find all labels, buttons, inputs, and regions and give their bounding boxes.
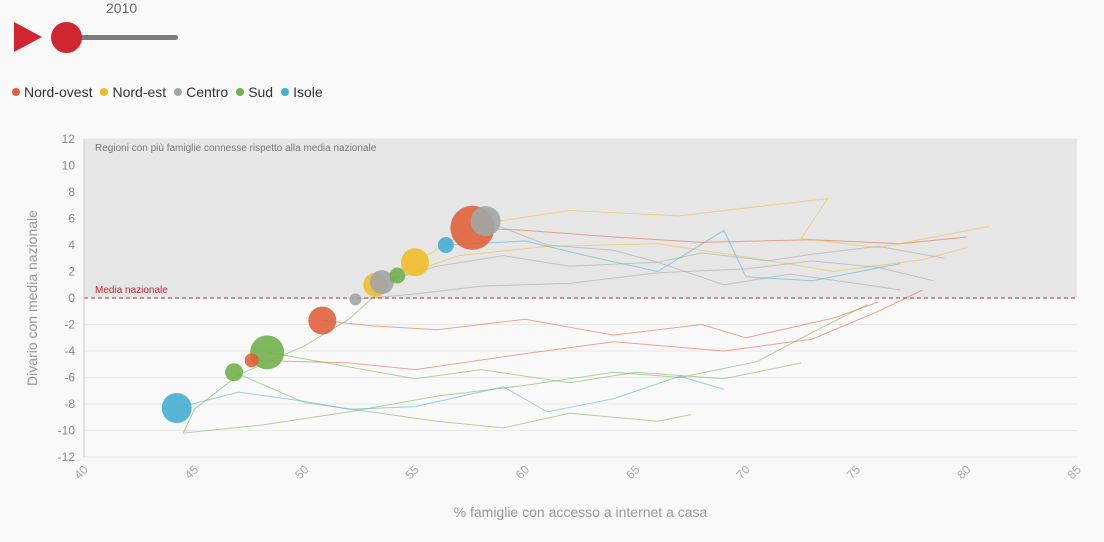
legend-item[interactable]: Nord-ovest — [12, 84, 92, 100]
play-icon[interactable] — [14, 22, 42, 52]
legend-dot-icon — [236, 88, 245, 96]
trail-line — [251, 289, 923, 371]
y-tick-label: 2 — [68, 265, 75, 279]
x-tick-label: 70 — [733, 462, 753, 482]
legend-label: Sud — [248, 84, 274, 100]
y-tick-label: -12 — [58, 450, 76, 464]
legend-label: Centro — [186, 84, 229, 100]
trail-line — [322, 301, 879, 339]
legend: Nord-ovest Nord-est Centro Sud Isole — [12, 84, 331, 100]
y-axis-label: Divario con media nazionale — [24, 210, 40, 386]
y-tick-label: -4 — [64, 344, 75, 358]
slider-handle[interactable] — [51, 22, 82, 53]
legend-dot-icon — [100, 88, 109, 96]
legend-item[interactable]: Centro — [174, 84, 228, 100]
trail-line — [414, 197, 989, 263]
region-bubbles — [161, 205, 501, 423]
trail-line — [182, 275, 868, 434]
y-tick-label: -8 — [64, 397, 75, 411]
bubble-point — [349, 293, 362, 306]
bubble-point — [244, 353, 259, 368]
legend-dot-icon — [281, 88, 290, 96]
legend-item[interactable]: Sud — [236, 84, 273, 100]
reference-line-label: Media nazionale — [95, 285, 168, 296]
reference-line: Media nazionale — [84, 285, 1077, 299]
trail-line — [375, 243, 967, 286]
legend-label: Nord-ovest — [24, 84, 93, 100]
x-tick-label: 75 — [844, 462, 864, 482]
legend-dot-icon — [12, 88, 20, 96]
above-average-band: Regioni con più famiglie connesse rispet… — [84, 139, 1077, 298]
bubble-point — [308, 306, 337, 335]
bubble-point — [225, 363, 244, 382]
legend-dot-icon — [174, 88, 183, 96]
x-tick-label: 55 — [402, 462, 422, 482]
bubble-point — [389, 267, 406, 284]
bubble-point — [369, 270, 394, 295]
bubble-point — [470, 206, 501, 237]
trail-line — [355, 260, 934, 300]
y-tick-label: 12 — [62, 132, 76, 146]
legend-label: Nord-est — [112, 84, 167, 100]
y-tick-label: 6 — [68, 212, 75, 226]
x-tick-label: 85 — [1064, 462, 1084, 482]
trail-line — [445, 229, 901, 282]
y-tick-label: 8 — [68, 185, 75, 199]
trail-line — [381, 255, 901, 291]
legend-item[interactable]: Isole — [281, 84, 323, 100]
y-tick-label: 4 — [68, 238, 75, 252]
trail-line — [176, 375, 725, 413]
y-tick-label: -6 — [64, 371, 75, 385]
legend-label: Isole — [293, 84, 323, 100]
x-tick-label: 80 — [954, 462, 974, 482]
y-tick-label: 0 — [68, 291, 75, 305]
y-tick-label: -10 — [58, 424, 76, 438]
play-triangle — [14, 22, 42, 52]
x-tick-label: 40 — [71, 462, 91, 482]
slider-track[interactable] — [66, 35, 178, 40]
x-tick-label: 50 — [292, 462, 312, 482]
trail-line — [267, 351, 802, 384]
x-tick-label: 60 — [513, 462, 533, 482]
legend-item[interactable]: Nord-est — [100, 84, 166, 100]
x-tick-label: 65 — [623, 462, 643, 482]
trail-line — [485, 220, 945, 263]
above-average-band-rect — [84, 139, 1077, 298]
y-tick-label: -2 — [64, 318, 75, 332]
x-axis-label: % famiglie con accesso a internet a casa — [454, 504, 708, 520]
trail-line — [233, 371, 691, 429]
bubble-point — [401, 248, 429, 277]
bubble-point — [437, 237, 454, 253]
year-slider[interactable] — [50, 20, 180, 56]
y-tick-label: 10 — [62, 159, 76, 173]
year-label: 2010 — [106, 0, 138, 16]
x-tick-label: 45 — [182, 462, 202, 482]
band-label: Regioni con più famiglie connesse rispet… — [95, 143, 377, 154]
bubble-point — [161, 392, 192, 423]
